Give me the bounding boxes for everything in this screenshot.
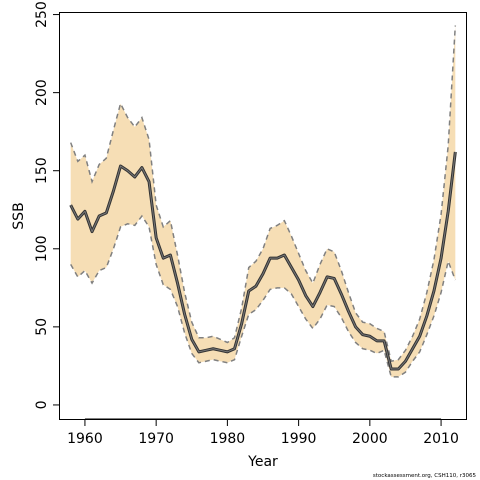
credit-text: stockassessment.org, CSH110, r3065 — [373, 473, 477, 479]
lower-bound-line — [70, 214, 457, 378]
x-axis-title: Year — [247, 454, 278, 470]
y-tick-label: 50 — [34, 318, 50, 336]
x-axis: 1960 1970 1980 1990 2000 2010 — [67, 418, 459, 447]
upper-bound-line — [69, 25, 457, 363]
y-tick-label: 200 — [34, 79, 50, 106]
plot-area — [69, 25, 457, 378]
y-axis: 0 50 100 150 200 250 — [34, 1, 60, 409]
x-tick-label: 1980 — [210, 431, 246, 447]
y-tick-label: 0 — [34, 400, 50, 409]
ssb-estimate-line-core — [70, 151, 456, 370]
x-tick-label: 1990 — [281, 431, 317, 447]
y-axis-title: SSB — [11, 202, 27, 229]
y-tick-label: 250 — [34, 1, 50, 28]
y-tick-label: 150 — [34, 157, 50, 184]
y-tick-label: 100 — [34, 235, 50, 262]
x-tick-label: 2000 — [352, 431, 388, 447]
x-tick-label: 1960 — [67, 431, 103, 447]
x-tick-label: 2010 — [423, 431, 459, 447]
confidence-band — [70, 25, 456, 377]
x-tick-label: 1970 — [138, 431, 174, 447]
